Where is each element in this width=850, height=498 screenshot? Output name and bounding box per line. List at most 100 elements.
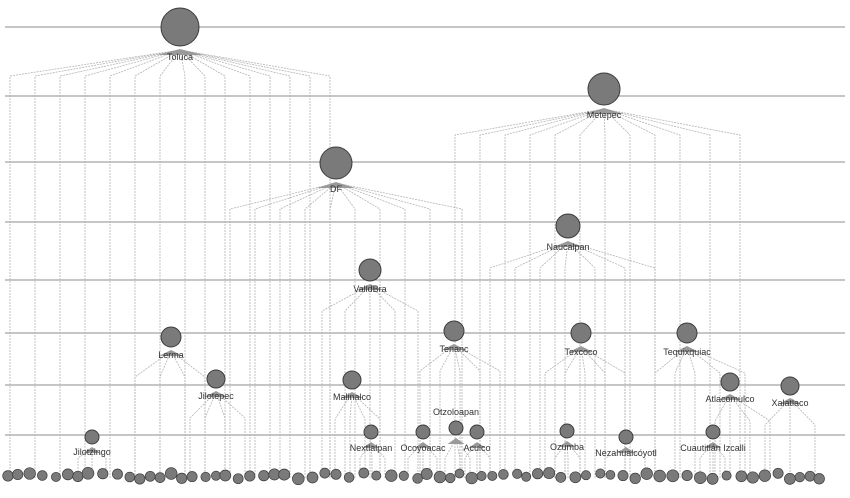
node-jilotzingo[interactable]: Jilotzingo [73, 429, 111, 457]
node-otzoloapan[interactable]: Otzoloapan [433, 407, 479, 436]
node-xalatlaco[interactable]: Xalatlaco [771, 376, 809, 408]
arrowhead-cluster [558, 441, 576, 447]
leaf-node [813, 473, 825, 485]
node-circle[interactable] [705, 424, 721, 440]
edge-line [335, 182, 381, 478]
node-circle[interactable] [780, 376, 800, 396]
edge-line [567, 241, 596, 478]
leaf-node [12, 468, 24, 481]
node-toluca[interactable]: Toluca [160, 7, 200, 62]
node-circle[interactable] [319, 146, 353, 180]
edge-line [344, 284, 371, 478]
node-valldbra[interactable]: ValldBra [353, 258, 387, 294]
node-nextlalpan[interactable]: Nextlalpan [350, 424, 393, 453]
node-label: Toluca [167, 52, 193, 62]
leaf-node [412, 473, 423, 484]
node-label: Tenanc [439, 344, 469, 354]
node-circle[interactable] [676, 322, 698, 344]
arrowhead-cluster [569, 346, 593, 352]
node-jilotepec[interactable]: Jilotepec [198, 369, 234, 401]
leaf-node [595, 468, 606, 479]
edge-line [544, 346, 582, 478]
node-aculco[interactable]: Aculco [463, 424, 491, 453]
node-lerma[interactable]: Lerma [158, 326, 184, 360]
leaf-node [398, 470, 409, 481]
node-tenanc[interactable]: Tenanc [439, 320, 469, 354]
leaf-node [543, 467, 556, 480]
leaf-node [112, 468, 123, 480]
node-circle[interactable] [342, 370, 362, 390]
leaf-node [211, 470, 221, 481]
leaf-node [555, 472, 567, 483]
edge-line [729, 394, 751, 478]
edge-line [59, 49, 181, 478]
node-circle[interactable] [358, 258, 382, 282]
node-label: Naucalpan [546, 242, 589, 252]
labeled-nodes: Toluca Metepec DF Naucalpan ValldBra Lerma Ten… [73, 7, 809, 458]
node-atlacomulco[interactable]: Atlacomulco [705, 372, 755, 404]
node-circle[interactable] [570, 322, 592, 344]
node-circle[interactable] [618, 429, 634, 445]
node-texcoco[interactable]: Texcoco [564, 322, 598, 357]
node-circle[interactable] [587, 72, 621, 106]
node-circle[interactable] [160, 326, 182, 348]
leaf-node [72, 470, 84, 482]
node-circle[interactable] [415, 424, 431, 440]
node-label: Tequixquiac [663, 347, 711, 357]
node-circle[interactable] [559, 423, 575, 439]
node-label: DF [330, 184, 342, 194]
node-circle[interactable] [720, 372, 740, 392]
edge-line [554, 441, 568, 478]
node-circle[interactable] [448, 420, 464, 436]
leaf-node [306, 471, 319, 484]
node-label: Ocoyoacac [400, 443, 446, 453]
edge-line [329, 182, 337, 478]
arrowhead-cluster [704, 442, 722, 448]
node-circle[interactable] [555, 213, 581, 239]
edge-line [215, 391, 226, 478]
edge-line [603, 108, 741, 478]
leaf-node [653, 469, 666, 483]
node-circle[interactable] [443, 320, 465, 342]
edge-line [159, 350, 172, 478]
edge-line [603, 108, 631, 478]
node-label: Jilotepec [198, 391, 234, 401]
arrowhead-cluster [205, 391, 227, 397]
leaf-node [521, 471, 532, 482]
edge-line [335, 182, 431, 478]
leaf-node [219, 469, 232, 482]
node-df[interactable]: DF [319, 146, 353, 194]
edge-line [170, 350, 206, 478]
edge-line [764, 398, 791, 478]
edge-line [179, 49, 226, 478]
node-cuautitlan[interactable]: Cuautitlán Izcalli [680, 424, 746, 453]
node-ocoyoacac[interactable]: Ocoyoacac [400, 424, 446, 453]
node-label: Ozumba [550, 442, 584, 452]
node-ozumba[interactable]: Ozumba [550, 423, 584, 452]
node-circle[interactable] [469, 424, 485, 440]
node-circle[interactable] [160, 7, 200, 47]
node-nezahualcoyotl[interactable]: Nezahualcóyotl [595, 429, 657, 458]
node-naucalpan[interactable]: Naucalpan [546, 213, 590, 252]
edge-line [335, 182, 356, 478]
edge-line [580, 346, 586, 478]
node-metepec[interactable]: Metepec [587, 72, 622, 120]
edge-line [789, 398, 816, 478]
node-circle[interactable] [363, 424, 379, 440]
node-malinalco[interactable]: Malinalco [333, 370, 371, 402]
edge-line [349, 392, 353, 478]
edge-line [714, 394, 731, 478]
edge-line [189, 391, 217, 478]
node-tequixquiac[interactable]: Tequixquiac [663, 322, 711, 357]
edge-line [321, 284, 371, 478]
leaf-node [319, 467, 331, 479]
node-circle[interactable] [206, 369, 226, 389]
node-circle[interactable] [84, 429, 100, 445]
edge-line [674, 346, 688, 478]
node-label: Texcoco [564, 347, 597, 357]
leaf-node [512, 468, 523, 479]
edge-line [453, 344, 461, 478]
edge-line [489, 241, 569, 478]
edge-line [529, 108, 605, 478]
